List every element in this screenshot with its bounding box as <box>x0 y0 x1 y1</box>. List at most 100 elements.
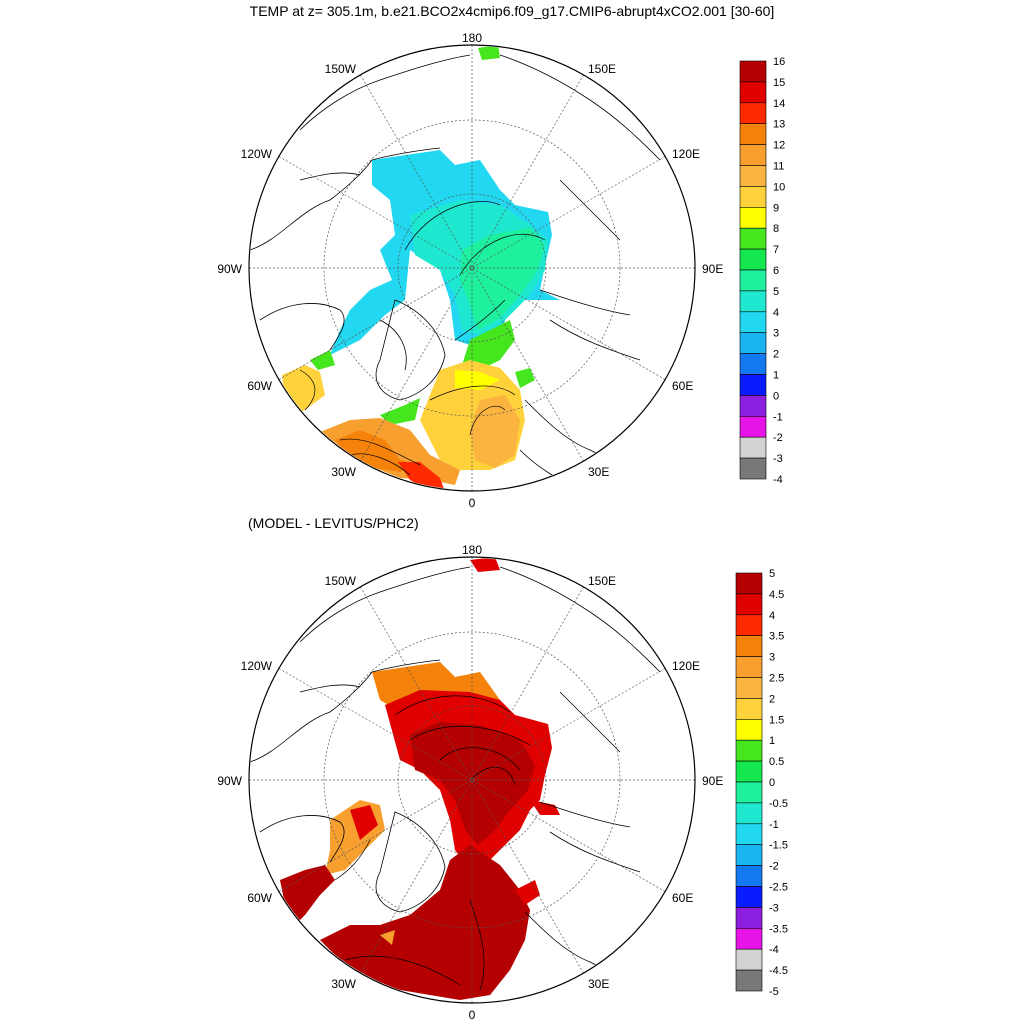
top-colorbar-swatch <box>739 144 767 166</box>
bottom-colorbar-label: -3.5 <box>769 923 788 935</box>
bottom-colorbar-label: -2 <box>769 861 779 873</box>
bottom-colorbar-label: -5 <box>769 986 779 998</box>
bottom-colorbar-swatch <box>735 781 763 804</box>
bottom-colorbar-label: 0.5 <box>769 756 784 768</box>
bottom-lon-label-90e: 90E <box>702 774 723 788</box>
top-colorbar-label: 15 <box>773 77 785 89</box>
top-colorbar-swatch <box>739 81 767 104</box>
top-lon-label-180: 180 <box>462 31 482 45</box>
top-field-labrador-green <box>310 350 335 370</box>
top-colorbar-swatch <box>739 248 767 271</box>
bottom-colorbar-swatch <box>735 927 763 950</box>
top-colorbar-label: 10 <box>773 181 785 193</box>
top-colorbar-label: 5 <box>773 286 779 298</box>
top-contours <box>299 201 546 476</box>
bottom-lon-label-60w: 60W <box>247 891 272 905</box>
bottom-field-greenland-orange <box>380 930 395 945</box>
top-field-irminger-red <box>398 462 445 490</box>
top-colorbar-label: 7 <box>773 244 779 256</box>
top-colorbar-swatch <box>739 332 767 354</box>
top-colorbar-label: 6 <box>773 265 779 277</box>
top-coastlines <box>250 54 661 490</box>
top-field-fram-green <box>462 320 515 370</box>
bottom-colorbar-label: -4.5 <box>769 965 788 977</box>
bottom-lon-label-0: 0 <box>469 1008 476 1022</box>
bottom-field-arctic-darkred <box>410 722 535 845</box>
top-colorbar-swatch <box>739 395 767 417</box>
top-lon-label-120e: 120E <box>672 147 700 161</box>
bottom-colorbar-label: 1.5 <box>769 714 784 726</box>
bottom-colorbar-label: -2.5 <box>769 882 788 894</box>
bottom-colorbar-swatch <box>735 656 763 678</box>
bottom-colorbar-swatch <box>735 907 763 929</box>
bottom-lon-label-90w: 90W <box>217 774 242 788</box>
bottom-lon-label-60e: 60E <box>672 891 693 905</box>
top-colorbar-swatch <box>739 290 767 313</box>
top-colorbar-swatch <box>739 311 767 333</box>
top-colorbar-label: 0 <box>773 390 779 402</box>
bottom-lon-label-120e: 120E <box>672 659 700 673</box>
bottom-colorbar-label: 5 <box>769 568 775 580</box>
bottom-colorbar-swatch <box>735 802 763 825</box>
bottom-colorbar-swatch <box>735 844 763 866</box>
top-colorbar-label: 13 <box>773 119 785 131</box>
bottom-graticule <box>249 557 695 1003</box>
bottom-field-fram-red <box>530 800 560 815</box>
top-colorbar-label: 3 <box>773 328 779 340</box>
top-lon-label-120w: 120W <box>241 147 273 161</box>
top-field-bering-green <box>478 46 500 60</box>
bottom-colorbar-label: 1 <box>769 735 775 747</box>
bottom-colorbar: 5 4.5 4 3.5 3 2.5 2 1.5 1 0.5 0 -0.5 -1 -1.5 -2 -2.5 -3 -… <box>735 568 788 998</box>
bottom-colorbar-label: -4 <box>769 944 779 956</box>
figure-title: TEMP at z= 305.1m, b.e21.BCO2x4cmip6.f09… <box>250 3 775 19</box>
top-colorbar-label: 14 <box>773 98 785 110</box>
top-colorbar-swatch <box>739 102 767 125</box>
top-lon-label-150e: 150E <box>588 62 616 76</box>
top-colorbar-label: 8 <box>773 223 779 235</box>
top-field-labrador-yellow <box>282 365 325 415</box>
bottom-colorbar-label: 2 <box>769 693 775 705</box>
bottom-field-labrador-darkred <box>280 865 335 925</box>
bottom-colorbar-swatch <box>735 739 763 762</box>
top-colorbar-swatch <box>739 436 767 459</box>
top-lon-label-90w: 90W <box>217 262 242 276</box>
top-colorbar-swatch <box>739 123 767 145</box>
top-colorbar-label: -4 <box>773 474 783 486</box>
top-colorbar-label: 4 <box>773 307 779 319</box>
bottom-lon-label-30e: 30E <box>588 977 609 991</box>
bottom-colorbar-label: 0 <box>769 777 775 789</box>
top-colorbar-swatch <box>739 457 767 480</box>
top-colorbar-label: 2 <box>773 349 779 361</box>
bottom-map-fields <box>280 558 560 1000</box>
top-colorbar-label: 12 <box>773 140 785 152</box>
top-graticule <box>249 45 695 491</box>
top-lon-label-30w: 30W <box>331 465 356 479</box>
top-lon-label-60e: 60E <box>672 379 693 393</box>
top-map: 180 0 90W 90E 150W 150E 120W 120E 60W 60… <box>217 31 723 510</box>
top-lon-label-0: 0 <box>469 496 476 510</box>
top-colorbar-swatch <box>739 186 767 208</box>
bottom-colorbar-swatch <box>735 886 763 908</box>
bottom-colorbar-label: 4 <box>769 610 775 622</box>
bottom-lon-label-120w: 120W <box>241 659 273 673</box>
bottom-contours <box>334 695 531 991</box>
bottom-colorbar-swatch <box>735 865 763 887</box>
bottom-map-border <box>248 556 696 1004</box>
bottom-colorbar-swatch <box>735 969 763 992</box>
top-colorbar-label: 9 <box>773 202 779 214</box>
top-colorbar-label: -3 <box>773 453 783 465</box>
top-colorbar-label: 1 <box>773 370 779 382</box>
bottom-colorbar-label: 3 <box>769 652 775 664</box>
top-colorbar-swatch <box>739 353 767 375</box>
bottom-colorbar-label: 3.5 <box>769 631 784 643</box>
bottom-colorbar-swatch <box>735 593 763 616</box>
top-colorbar-label: -1 <box>773 411 783 423</box>
bottom-colorbar-swatch <box>735 760 763 783</box>
bottom-colorbar-swatch <box>735 614 763 636</box>
top-field-greenland-green <box>380 398 420 425</box>
bottom-lon-label-150e: 150E <box>588 574 616 588</box>
top-colorbar-label: -2 <box>773 432 783 444</box>
top-field-barents-green <box>515 368 535 388</box>
